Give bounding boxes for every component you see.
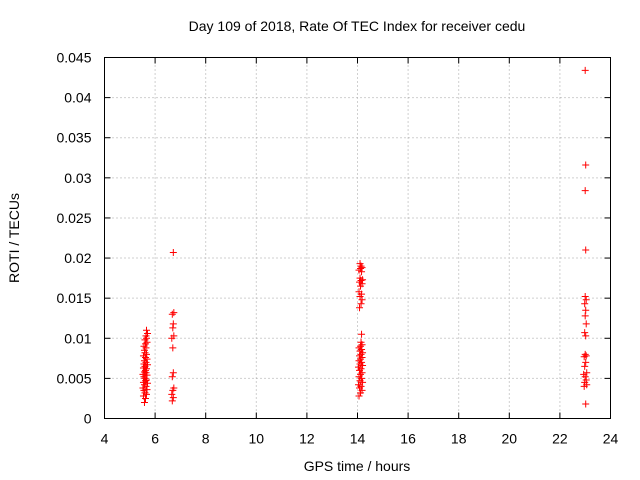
- x-tick-label: 22: [552, 431, 568, 447]
- data-point: [581, 350, 589, 358]
- data-point: [169, 320, 177, 328]
- data-point: [139, 392, 147, 400]
- y-tick-label: 0.04: [64, 90, 91, 106]
- data-point: [169, 394, 177, 402]
- data-point: [170, 384, 178, 392]
- data-point: [142, 382, 150, 390]
- data-point: [356, 366, 364, 374]
- data-point: [583, 369, 591, 377]
- data-point: [169, 324, 177, 332]
- data-point: [582, 246, 590, 254]
- x-tick-label: 6: [151, 431, 159, 447]
- y-tick-label: 0.03: [64, 170, 91, 186]
- y-tick-label: 0.01: [64, 330, 91, 346]
- data-point: [356, 352, 364, 360]
- x-tick-label: 8: [202, 431, 210, 447]
- data-point: [356, 304, 364, 312]
- x-tick-label: 16: [400, 431, 416, 447]
- x-tick-label: 20: [502, 431, 518, 447]
- data-point: [143, 386, 151, 394]
- y-tick-label: 0.005: [56, 370, 91, 386]
- data-point: [170, 309, 178, 317]
- x-tick-label: 12: [299, 431, 315, 447]
- data-point: [168, 310, 176, 318]
- data-point: [357, 350, 365, 358]
- y-tick-label: 0.035: [56, 130, 91, 146]
- data-point: [582, 332, 590, 340]
- data-point: [355, 288, 363, 296]
- data-point: [142, 390, 150, 398]
- data-point: [582, 320, 590, 328]
- data-point: [356, 347, 364, 355]
- tick-labels: 4 6 8 10 12 14 16 18 20 22 24 0 0.005 0.01 0.015 0.02 0.…: [56, 50, 618, 447]
- data-point: [168, 390, 176, 398]
- data-point: [356, 274, 364, 282]
- data-point: [582, 296, 590, 304]
- data-point: [142, 350, 150, 358]
- data-point: [581, 329, 589, 337]
- data-point: [139, 364, 147, 372]
- data-point: [141, 336, 149, 344]
- data-point: [357, 355, 365, 363]
- y-tick-label: 0: [84, 411, 92, 427]
- y-axis-label: ROTI / TECUs: [6, 193, 22, 283]
- data-point: [582, 400, 590, 408]
- data-point: [357, 342, 365, 350]
- x-tick-label: 10: [249, 431, 265, 447]
- data-point: [582, 358, 590, 366]
- data-point: [355, 392, 363, 400]
- x-axis-label: GPS time / hours: [304, 458, 411, 474]
- data-point: [139, 352, 147, 360]
- y-tick-label: 0.025: [56, 210, 91, 226]
- data-point: [356, 384, 364, 392]
- data-point: [358, 264, 366, 272]
- data-point: [168, 397, 176, 405]
- data-point: [140, 398, 148, 406]
- data-point: [169, 369, 177, 377]
- y-tick-label: 0.045: [56, 50, 91, 66]
- data-point: [170, 332, 178, 340]
- data-point: [581, 187, 589, 195]
- data-point: [580, 370, 588, 378]
- data-point: [355, 357, 363, 365]
- x-tick-label: 14: [350, 431, 366, 447]
- data-point: [581, 312, 589, 320]
- data-point: [144, 329, 152, 337]
- x-tick-label: 4: [101, 431, 109, 447]
- data-point: [582, 352, 590, 360]
- data-point: [581, 300, 589, 308]
- y-tick-label: 0.02: [64, 250, 91, 266]
- data-points: [139, 66, 591, 408]
- data-point: [169, 344, 177, 352]
- chart-title: Day 109 of 2018, Rate Of TEC Index for r…: [189, 18, 526, 34]
- data-point: [357, 370, 365, 378]
- x-tick-label: 24: [603, 431, 619, 447]
- data-point: [582, 306, 590, 314]
- y-tick-label: 0.015: [56, 290, 91, 306]
- grid-lines: [104, 57, 611, 419]
- axis-ticks: [104, 57, 611, 419]
- data-point: [142, 326, 150, 334]
- data-point: [357, 300, 365, 308]
- data-point: [142, 358, 150, 366]
- data-point: [581, 293, 589, 301]
- data-point: [355, 363, 363, 371]
- data-point: [169, 248, 177, 256]
- data-point: [141, 340, 149, 348]
- data-point: [581, 362, 589, 370]
- x-tick-label: 18: [451, 431, 467, 447]
- data-point: [582, 376, 590, 384]
- data-point: [355, 344, 363, 352]
- data-point: [139, 384, 147, 392]
- data-point: [357, 338, 365, 346]
- data-point: [355, 381, 363, 389]
- data-point: [143, 355, 151, 363]
- data-point: [581, 66, 589, 74]
- data-point: [356, 360, 364, 368]
- data-point: [356, 260, 364, 268]
- data-point: [168, 373, 176, 381]
- data-point: [358, 330, 366, 338]
- data-point: [582, 161, 590, 169]
